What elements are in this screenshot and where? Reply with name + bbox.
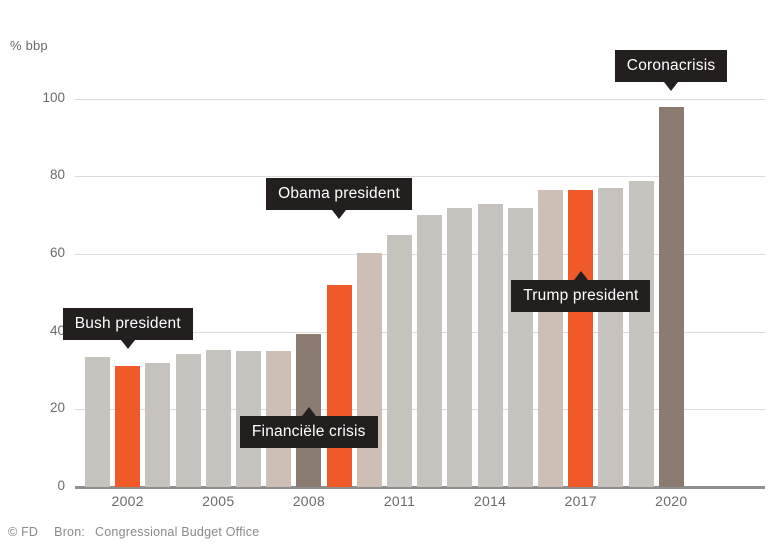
bar xyxy=(145,362,171,487)
gridline xyxy=(75,176,765,178)
source-label: Bron: xyxy=(54,525,86,539)
callout-pointer-icon xyxy=(332,210,347,220)
callout-pointer-icon xyxy=(664,82,679,92)
x-axis-tick-label: 2017 xyxy=(564,493,597,509)
bar xyxy=(115,365,141,487)
y-axis-tick-label: 20 xyxy=(49,400,65,416)
callout-pointer-icon xyxy=(573,271,588,280)
y-axis-tick-label: 80 xyxy=(49,167,65,183)
x-axis-tick-label: 2002 xyxy=(111,493,144,509)
callout-pointer-icon xyxy=(120,340,135,350)
y-axis-tick-label: 60 xyxy=(49,245,65,261)
bar xyxy=(417,215,443,487)
y-axis-tick-label: 40 xyxy=(49,322,65,338)
bar xyxy=(356,253,382,487)
y-axis-unit-label: % bbp xyxy=(10,38,48,53)
callout-pointer-icon xyxy=(301,407,316,416)
x-axis-tick-label: 2008 xyxy=(292,493,326,509)
bar xyxy=(447,207,473,487)
bar xyxy=(326,285,352,487)
annotation-callout: Financiële crisis xyxy=(239,407,378,449)
y-axis-tick-label: 0 xyxy=(57,478,65,493)
bar xyxy=(85,356,110,487)
bar xyxy=(598,188,624,487)
gridline xyxy=(75,98,765,100)
x-axis-tick-label: 2011 xyxy=(383,493,416,509)
bar xyxy=(477,203,503,487)
bar xyxy=(507,207,533,487)
annotation-callout: Coronacrisis xyxy=(614,50,728,92)
bar xyxy=(568,190,594,487)
bar xyxy=(205,349,231,487)
axis-baseline xyxy=(75,486,765,489)
bar xyxy=(387,234,412,487)
y-axis-tick-label: 100 xyxy=(42,89,65,105)
annotation-callout: Trump president xyxy=(511,271,651,313)
annotation-callout: Obama president xyxy=(266,178,412,220)
x-axis-tick-label: 2014 xyxy=(473,493,507,509)
x-axis-tick-label: 2005 xyxy=(202,493,235,509)
bar xyxy=(175,353,201,487)
bar xyxy=(628,181,654,487)
footer: © FD Bron: Congressional Budget Office xyxy=(8,525,259,539)
bar xyxy=(538,190,563,487)
x-axis-tick-label: 2020 xyxy=(655,493,688,509)
copyright-text: © FD xyxy=(8,525,39,539)
source-name: Congressional Budget Office xyxy=(95,525,260,539)
bar xyxy=(658,106,684,487)
plot-area: 0 20 40 60 80 100 xyxy=(42,60,765,493)
annotation-callout: Bush president xyxy=(62,308,193,350)
